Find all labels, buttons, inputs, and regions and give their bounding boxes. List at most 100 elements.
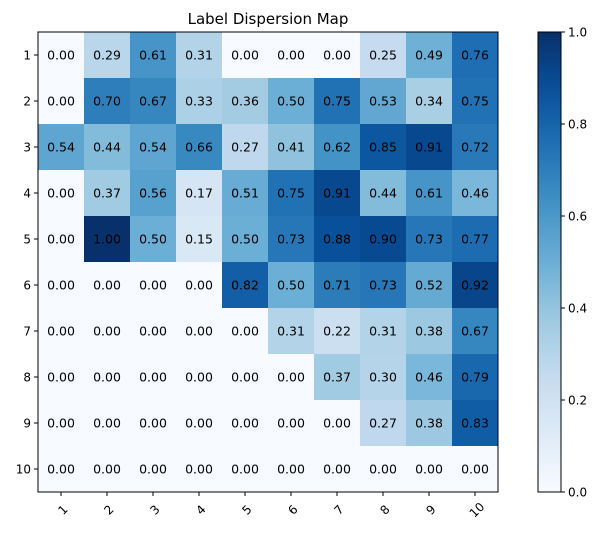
- heatmap-cell: [176, 400, 223, 447]
- heatmap-cell: [130, 124, 177, 171]
- heatmap-cell: [452, 400, 499, 447]
- heatmap-cell: [314, 446, 361, 493]
- heatmap-cell: [130, 170, 177, 217]
- heatmap-cell: [360, 354, 407, 401]
- heatmap-cell: [452, 308, 499, 355]
- heatmap-cell-value: 0.46: [461, 186, 489, 201]
- x-tick-label: 5: [239, 502, 254, 517]
- heatmap-cell-value: 0.53: [369, 94, 397, 109]
- heatmap-cell-value: 0.00: [139, 462, 167, 477]
- heatmap-cell-value: 0.50: [139, 232, 167, 247]
- heatmap-cell-value: 0.82: [231, 278, 259, 293]
- heatmap-cell: [360, 32, 407, 79]
- heatmap-cell-value: 0.76: [461, 48, 489, 63]
- heatmap-cell: [222, 262, 269, 309]
- x-tick-label: 2: [101, 502, 116, 517]
- heatmap-cell-value: 0.66: [185, 140, 213, 155]
- heatmap-cell: [38, 124, 85, 171]
- heatmap-cell-value: 0.37: [323, 370, 351, 385]
- heatmap-cell-value: 0.72: [461, 140, 489, 155]
- heatmap-cell-value: 0.77: [461, 232, 489, 247]
- heatmap-cell-value: 0.38: [415, 416, 443, 431]
- heatmap-cell: [406, 354, 453, 401]
- x-tick-label: 4: [193, 502, 208, 517]
- heatmap-cell: [360, 216, 407, 263]
- heatmap-cell: [130, 262, 177, 309]
- heatmap-cell: [314, 216, 361, 263]
- heatmap-cell-value: 0.00: [277, 370, 305, 385]
- heatmap-cell: [452, 32, 499, 79]
- heatmap-cell-value: 0.75: [323, 94, 351, 109]
- heatmap-cell: [84, 78, 131, 125]
- heatmap-cell: [38, 354, 85, 401]
- heatmap-cell: [452, 354, 499, 401]
- heatmap-cell-value: 0.00: [323, 462, 351, 477]
- heatmap-cell-value: 0.34: [415, 94, 443, 109]
- heatmap-cell-value: 0.00: [139, 370, 167, 385]
- x-tick-label: 8: [377, 502, 392, 517]
- heatmap-cell-value: 0.27: [231, 140, 259, 155]
- heatmap-cell: [84, 400, 131, 447]
- heatmap-cell-value: 0.56: [139, 186, 167, 201]
- heatmap-cell: [406, 170, 453, 217]
- heatmap-cell-value: 0.91: [415, 140, 443, 155]
- heatmap-cell-value: 0.00: [277, 462, 305, 477]
- heatmap-cell-value: 0.50: [277, 94, 305, 109]
- y-tick-label: 7: [23, 325, 31, 339]
- heatmap-cell-value: 0.46: [415, 370, 443, 385]
- heatmap-cell-value: 0.00: [139, 324, 167, 339]
- heatmap-cell-value: 0.92: [461, 278, 489, 293]
- heatmap-cell-value: 0.00: [277, 48, 305, 63]
- heatmap-cell: [176, 32, 223, 79]
- y-tick-label: 1: [23, 49, 31, 63]
- heatmap-cell-value: 0.00: [93, 324, 121, 339]
- heatmap-cell-value: 0.00: [139, 416, 167, 431]
- heatmap-cells: [38, 32, 499, 493]
- heatmap-cell-value: 0.00: [139, 278, 167, 293]
- heatmap-cell: [222, 32, 269, 79]
- heatmap-cell: [84, 170, 131, 217]
- heatmap-cell: [268, 216, 315, 263]
- colorbar-tick-label: 0.8: [568, 118, 587, 132]
- heatmap-cell: [268, 446, 315, 493]
- y-tick-label: 5: [23, 233, 31, 247]
- heatmap-cell: [268, 78, 315, 125]
- y-tick-label: 6: [23, 279, 31, 293]
- colorbar-tick-label: 0.6: [568, 210, 587, 224]
- heatmap-cell: [84, 124, 131, 171]
- heatmap-cell-value: 0.00: [93, 370, 121, 385]
- heatmap-cell-value: 0.44: [369, 186, 397, 201]
- heatmap-cell-value: 0.44: [93, 140, 121, 155]
- heatmap-cell-value: 0.85: [369, 140, 397, 155]
- heatmap-cell-value: 0.00: [231, 462, 259, 477]
- heatmap-cell: [314, 124, 361, 171]
- heatmap-cell: [268, 308, 315, 355]
- heatmap-cell: [38, 400, 85, 447]
- heatmap-cell: [38, 78, 85, 125]
- heatmap-cell-value: 0.00: [185, 462, 213, 477]
- heatmap-cell-value: 0.00: [47, 278, 75, 293]
- heatmap-cell-value: 0.00: [231, 48, 259, 63]
- heatmap-cell: [130, 354, 177, 401]
- heatmap-cell-value: 0.30: [369, 370, 397, 385]
- heatmap-cell: [314, 400, 361, 447]
- heatmap-cell-value: 0.00: [47, 94, 75, 109]
- heatmap-cell: [360, 78, 407, 125]
- heatmap-cell: [360, 446, 407, 493]
- heatmap-cell: [268, 32, 315, 79]
- heatmap-cell-value: 0.00: [231, 324, 259, 339]
- heatmap-cell-value: 0.00: [47, 370, 75, 385]
- heatmap-cell: [360, 400, 407, 447]
- heatmap-cell: [268, 354, 315, 401]
- heatmap-cell-value: 0.83: [461, 416, 489, 431]
- heatmap-cell-value: 0.00: [93, 462, 121, 477]
- heatmap-cell: [130, 216, 177, 263]
- heatmap-cell: [176, 216, 223, 263]
- heatmap-cell: [130, 308, 177, 355]
- heatmap-cell-labels: 0.00 0.29 0.61 0.31 0.00 0.00 0.00 0.25 0.49 0.76…: [47, 48, 489, 477]
- heatmap-cell: [130, 78, 177, 125]
- heatmap-cell: [130, 446, 177, 493]
- heatmap-cell: [38, 32, 85, 79]
- heatmap-cell-value: 0.00: [277, 416, 305, 431]
- heatmap-cell-value: 1.00: [93, 232, 121, 247]
